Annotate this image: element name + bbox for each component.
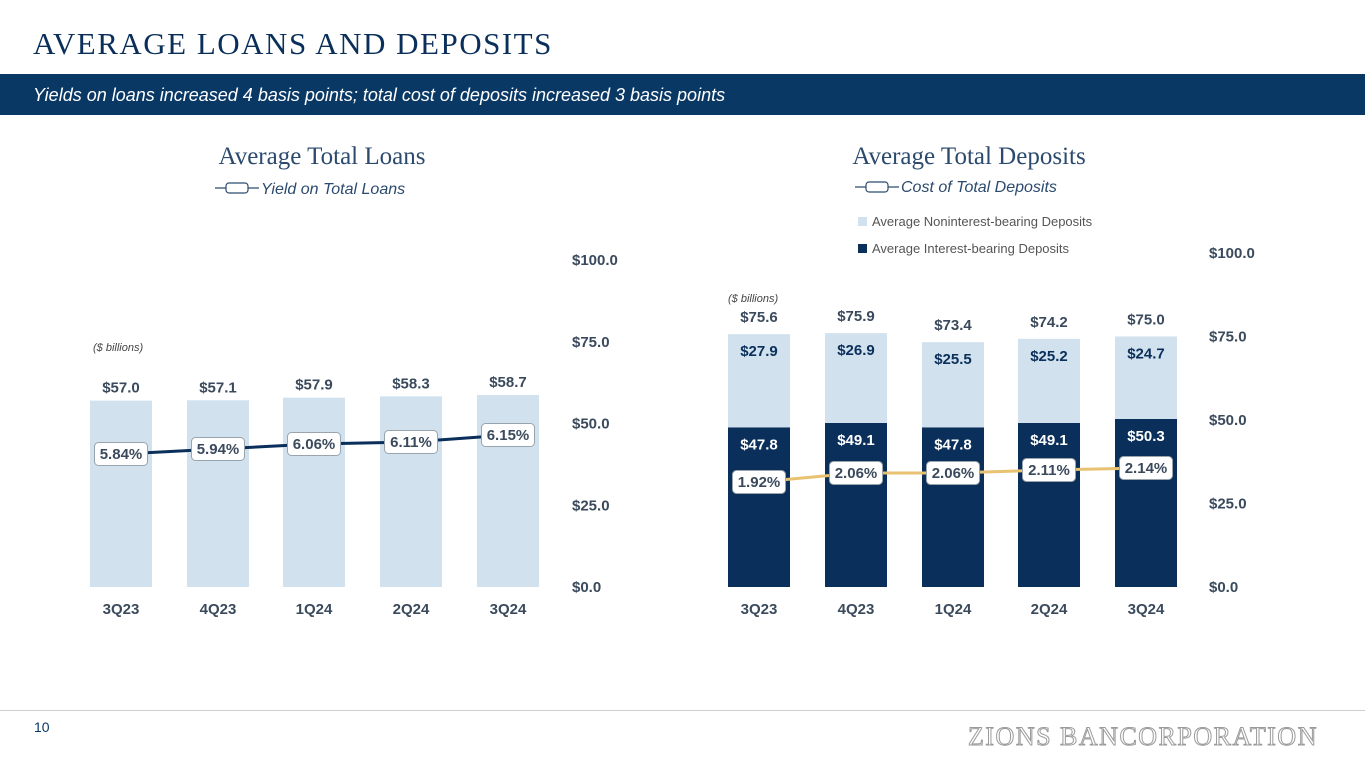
deposits-legend-label: Cost of Total Deposits xyxy=(901,179,1057,196)
loans-yield-label-box xyxy=(481,423,535,447)
loans-bar-value-label: $58.7 xyxy=(489,374,527,391)
subtitle-banner: Yields on loans increased 4 basis points… xyxy=(0,74,1365,115)
deposits-cost-label: 2.14% xyxy=(1125,460,1168,477)
deposits-y-tick-label: $75.0 xyxy=(1209,329,1247,346)
loans-bar xyxy=(283,397,345,587)
deposits-interest-bearing-label: $47.8 xyxy=(740,436,778,453)
deposits-interest-bearing-label: $49.1 xyxy=(1030,432,1068,449)
deposits-legend-item: Average Interest-bearing Deposits xyxy=(872,241,1070,256)
deposits-cost-label: 2.11% xyxy=(1028,462,1070,479)
loans-yield-label: 5.94% xyxy=(197,441,240,458)
deposits-noninterest-bearing-bar xyxy=(1018,338,1080,424)
deposits-interest-bearing-bar xyxy=(1115,418,1177,587)
deposits-noninterest-bearing-label: $26.9 xyxy=(837,342,875,359)
subtitle-text: Yields on loans increased 4 basis points… xyxy=(33,85,726,105)
deposits-legend-swatch xyxy=(858,217,867,226)
deposits-chart-title: Average Total Deposits xyxy=(852,143,1085,170)
loans-bar xyxy=(187,400,249,587)
deposits-category-label: 2Q24 xyxy=(1031,601,1068,618)
deposits-total-label: $75.0 xyxy=(1127,312,1165,329)
loans-category-label: 3Q23 xyxy=(103,601,140,618)
deposits-total-label: $75.6 xyxy=(740,309,778,326)
deposits-interest-bearing-bar xyxy=(922,427,984,587)
loans-yield-label: 6.15% xyxy=(487,427,530,444)
loans-bar xyxy=(380,396,442,587)
deposits-noninterest-bearing-bar xyxy=(728,334,790,428)
loans-bar-value-label: $57.9 xyxy=(295,377,333,394)
deposits-cost-label-box xyxy=(732,470,786,494)
deposits-y-tick-label: $100.0 xyxy=(1209,245,1255,262)
deposits-cost-label: 1.92% xyxy=(738,474,781,491)
loans-y-tick-label: $100.0 xyxy=(572,252,618,269)
loans-units-note: ($ billions) xyxy=(93,342,143,354)
deposits-category-label: 3Q24 xyxy=(1128,601,1165,618)
deposits-legend-item: Average Noninterest-bearing Deposits xyxy=(872,214,1093,229)
deposits-interest-bearing-label: $47.8 xyxy=(934,436,972,453)
deposits-interest-bearing-label: $49.1 xyxy=(837,432,875,449)
deposits-noninterest-bearing-bar xyxy=(825,333,887,424)
deposits-legend-icon xyxy=(865,181,889,193)
loans-bar xyxy=(90,400,152,587)
loans-legend-label: Yield on Total Loans xyxy=(261,181,405,198)
deposits-noninterest-bearing-label: $25.2 xyxy=(1030,348,1068,365)
deposits-y-tick-label: $50.0 xyxy=(1209,412,1247,429)
loans-chart-title: Average Total Loans xyxy=(219,143,426,170)
deposits-interest-bearing-bar xyxy=(1018,423,1080,587)
loans-category-label: 3Q24 xyxy=(490,601,527,618)
deposits-units-note: ($ billions) xyxy=(728,293,778,305)
deposits-y-tick-label: $25.0 xyxy=(1209,496,1247,513)
loans-legend-icon xyxy=(225,182,249,194)
deposits-cost-label-box xyxy=(1022,458,1076,482)
loans-yield-label-box xyxy=(384,430,438,454)
page-title: AVERAGE LOANS AND DEPOSITS xyxy=(33,26,553,61)
loans-y-tick-label: $25.0 xyxy=(572,497,610,514)
loans-yield-label: 6.11% xyxy=(390,434,432,451)
deposits-interest-bearing-bar xyxy=(728,427,790,587)
loans-category-label: 4Q23 xyxy=(200,601,237,618)
loans-yield-label: 6.06% xyxy=(293,436,336,453)
deposits-total-label: $75.9 xyxy=(837,308,875,325)
deposits-noninterest-bearing-label: $27.9 xyxy=(740,343,778,360)
charts-area: Average Total Loans Yield on Total Loans (… xyxy=(90,143,1255,618)
loans-y-tick-label: $50.0 xyxy=(572,416,610,433)
deposits-noninterest-bearing-label: $25.5 xyxy=(934,351,972,368)
loans-y-tick-label: $0.0 xyxy=(572,579,601,596)
deposits-interest-bearing-label: $50.3 xyxy=(1127,428,1165,445)
deposits-cost-label-box xyxy=(1119,456,1173,480)
loans-yield-label: 5.84% xyxy=(100,446,143,463)
deposits-total-label: $73.4 xyxy=(934,317,972,334)
deposits-category-label: 3Q23 xyxy=(741,601,778,618)
deposits-cost-label: 2.06% xyxy=(932,465,975,482)
deposits-cost-label-box xyxy=(926,461,980,485)
footer-divider xyxy=(0,710,1365,711)
deposits-total-label: $74.2 xyxy=(1030,314,1068,331)
deposits-interest-bearing-bar xyxy=(825,423,887,587)
loans-bar-value-label: $57.0 xyxy=(102,380,140,397)
company-logo: ZIONS BANCORPORATION xyxy=(968,722,1318,752)
deposits-noninterest-bearing-label: $24.7 xyxy=(1127,346,1165,363)
loans-category-label: 1Q24 xyxy=(296,601,333,618)
deposits-legend-swatch xyxy=(858,244,867,253)
deposits-cost-label-box xyxy=(829,461,883,485)
loans-bar-value-label: $57.1 xyxy=(199,379,237,396)
loans-bar-value-label: $58.3 xyxy=(392,375,430,392)
deposits-category-label: 1Q24 xyxy=(935,601,972,618)
loans-y-tick-label: $75.0 xyxy=(572,334,610,351)
loans-yield-label-box xyxy=(191,437,245,461)
deposits-category-label: 4Q23 xyxy=(838,601,875,618)
loans-yield-label-box xyxy=(94,442,148,466)
deposits-y-tick-label: $0.0 xyxy=(1209,579,1238,596)
loans-yield-label-box xyxy=(287,432,341,456)
deposits-cost-label: 2.06% xyxy=(835,465,878,482)
deposits-noninterest-bearing-bar xyxy=(1115,336,1177,419)
page-number: 10 xyxy=(34,719,50,735)
deposits-noninterest-bearing-bar xyxy=(922,342,984,428)
loans-category-label: 2Q24 xyxy=(393,601,430,618)
